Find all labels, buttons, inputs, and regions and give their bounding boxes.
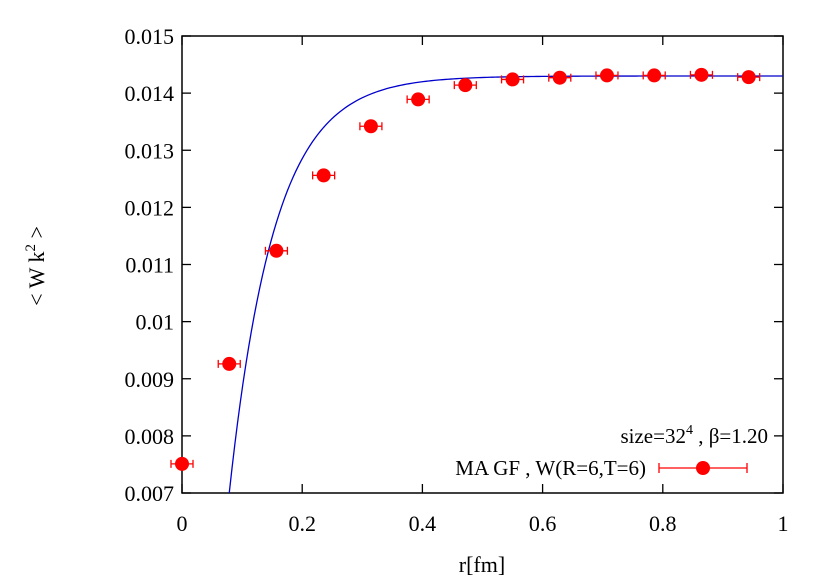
- data-point: [500, 72, 525, 87]
- x-axis-title: r[fm]: [459, 552, 505, 577]
- data-point: [264, 243, 289, 258]
- data-point: [595, 68, 619, 83]
- y-tick-label: 0.014: [125, 81, 175, 106]
- legend-marker: [658, 461, 748, 475]
- plot-annotation: size=324 , β=1.20: [620, 423, 768, 448]
- x-tick-label: 0.8: [649, 511, 677, 536]
- x-tick-label: 0.6: [529, 511, 557, 536]
- data-point: [170, 456, 194, 471]
- x-tick-label: 0.2: [288, 511, 316, 536]
- y-tick-label: 0.011: [125, 253, 174, 278]
- data-point: [217, 356, 241, 371]
- y-axis: 0.007 0.008 0.009 0.01 0.011 0.012 0.013 0.014 0…: [125, 24, 783, 506]
- data-point: [406, 92, 430, 107]
- data-points: [170, 67, 761, 471]
- x-tick-label: 0: [177, 511, 188, 536]
- y-tick-label: 0.009: [125, 367, 175, 392]
- data-point: [359, 119, 383, 134]
- data-point: [312, 168, 336, 183]
- y-axis-title: < W k2 >: [23, 226, 49, 306]
- y-tick-label: 0.007: [125, 481, 175, 506]
- data-point: [642, 68, 666, 83]
- y-tick-label: 0.013: [125, 138, 175, 163]
- legend-label: MA GF , W(R=6,T=6): [455, 456, 646, 480]
- y-tick-label: 0.012: [125, 195, 175, 220]
- y-tick-label: 0.01: [136, 310, 175, 335]
- x-tick-label: 0.4: [409, 511, 437, 536]
- x-tick-label: 1: [778, 511, 789, 536]
- y-tick-label: 0.015: [125, 24, 175, 49]
- data-point: [548, 70, 572, 85]
- y-tick-label: 0.008: [125, 424, 175, 449]
- data-point: [737, 70, 761, 85]
- x-axis: 0 0.2 0.4 0.6 0.8 1: [177, 36, 789, 536]
- data-point: [689, 67, 714, 82]
- data-point: [453, 78, 477, 93]
